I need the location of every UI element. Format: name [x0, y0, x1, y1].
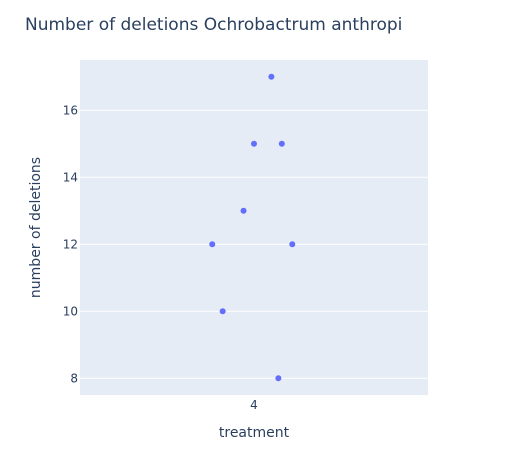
y-tick-label: 8 — [70, 371, 78, 385]
plot-area — [80, 60, 428, 395]
data-point — [289, 241, 296, 248]
data-point — [209, 241, 216, 248]
y-tick-label: 16 — [63, 103, 78, 117]
x-tick-label: 4 — [250, 398, 258, 412]
data-point — [275, 375, 282, 382]
y-tick-label: 14 — [63, 170, 78, 184]
chart-title: Number of deletions Ochrobactrum anthrop… — [25, 15, 402, 35]
data-point — [251, 140, 257, 147]
data-point — [219, 308, 226, 315]
y-tick-label: 10 — [63, 304, 78, 318]
x-axis-title: treatment — [219, 425, 290, 441]
x-tick-labels: 4 — [250, 398, 258, 412]
data-point — [268, 73, 275, 80]
y-tick-label: 12 — [63, 237, 78, 251]
data-points — [209, 73, 296, 382]
data-point — [240, 207, 247, 214]
y-gridlines — [80, 109, 428, 379]
y-axis-title: number of deletions — [28, 157, 44, 298]
y-tick-labels: 8 10 12 14 16 — [63, 103, 78, 385]
data-point — [278, 140, 285, 147]
